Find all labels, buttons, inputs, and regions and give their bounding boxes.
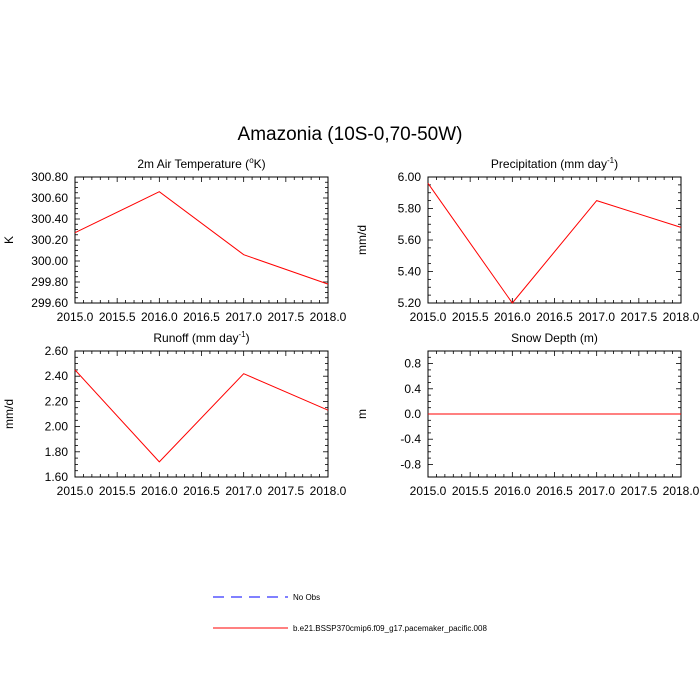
x-tick-label: 2017.0 — [225, 484, 262, 498]
y-tick-label: 300.40 — [31, 212, 68, 226]
y-tick-label: 1.60 — [45, 470, 69, 484]
panel-title: Precipitation (mm day-1) — [491, 156, 618, 171]
y-tick-label: 6.00 — [398, 170, 422, 184]
legend: No Obs b.e21.BSSP370cmip6.f09_g17.pacemak… — [213, 593, 487, 633]
panel-title: 2m Air Temperature (oK) — [137, 156, 265, 171]
y-tick-label: 2.60 — [45, 344, 69, 358]
series-line-precipitation — [427, 183, 682, 304]
panel-title: Snow Depth (m) — [511, 331, 598, 345]
x-tick-label: 2016.0 — [494, 484, 531, 498]
x-tick-label: 2016.5 — [536, 310, 573, 324]
plot-frame — [74, 176, 329, 304]
x-tick-label: 2017.0 — [578, 484, 615, 498]
x-tick-label: 2018.0 — [663, 310, 700, 324]
x-tick-label: 2017.5 — [267, 484, 304, 498]
y-tick-label: 0.0 — [404, 407, 421, 421]
x-tick-label: 2018.0 — [310, 310, 347, 324]
x-tick-label: 2015.5 — [99, 484, 136, 498]
x-tick-label: 2018.0 — [310, 484, 347, 498]
x-tick-label: 2015.0 — [410, 484, 447, 498]
y-axis-label: m — [355, 409, 369, 419]
y-tick-label: 300.00 — [31, 254, 68, 268]
y-tick-label: -0.4 — [400, 432, 421, 446]
y-tick-label: 300.80 — [31, 170, 68, 184]
series-line-runoff — [74, 369, 329, 463]
legend-label: No Obs — [293, 593, 320, 602]
x-tick-label: 2015.5 — [99, 310, 136, 324]
panel-title: Runoff (mm day-1) — [153, 330, 249, 345]
plot-frame — [427, 176, 682, 304]
x-tick-label: 2016.0 — [141, 484, 178, 498]
y-tick-label: 299.60 — [31, 296, 68, 310]
panel-precipitation: Precipitation (mm day-1) 2015.0 2015.5 2016… — [355, 156, 700, 324]
x-tick-label: 2017.5 — [267, 310, 304, 324]
x-tick-label: 2018.0 — [663, 484, 700, 498]
y-tick-label: 300.60 — [31, 191, 68, 205]
x-tick-label: 2016.5 — [183, 310, 220, 324]
y-tick-label: 2.20 — [45, 394, 69, 408]
y-tick-label: 1.80 — [45, 445, 69, 459]
y-tick-label: 300.20 — [31, 233, 68, 247]
x-tick-label: 2017.0 — [578, 310, 615, 324]
x-tick-label: 2016.0 — [141, 310, 178, 324]
x-tick-label: 2015.5 — [452, 310, 489, 324]
x-tick-label: 2016.5 — [536, 484, 573, 498]
panel-runoff: Runoff (mm day-1) 2015.0 2015.5 2016.0 2016.… — [2, 330, 347, 498]
y-tick-label: 2.00 — [45, 420, 69, 434]
panel-temperature: 2m Air Temperature (oK) 2015.0 2015.5 2016.… — [2, 156, 347, 324]
y-tick-label: 299.80 — [31, 275, 68, 289]
x-tick-label: 2015.0 — [410, 310, 447, 324]
x-tick-label: 2015.0 — [57, 310, 94, 324]
x-tick-label: 2016.5 — [183, 484, 220, 498]
plot-frame — [74, 350, 329, 478]
figure-title: Amazonia (10S-0,70-50W) — [238, 124, 463, 145]
y-tick-label: -0.8 — [400, 457, 421, 471]
series-line-temperature — [74, 191, 329, 285]
y-axis-label: mm/d — [355, 225, 369, 255]
x-tick-label: 2017.5 — [620, 310, 657, 324]
y-tick-label: 2.40 — [45, 369, 69, 383]
x-tick-label: 2015.5 — [452, 484, 489, 498]
y-tick-label: 5.80 — [398, 202, 422, 216]
x-tick-label: 2016.0 — [494, 310, 531, 324]
panel-snow-depth: Snow Depth (m) 2015.0 2015.5 2016.0 2016.5 20… — [355, 331, 700, 498]
y-tick-label: 5.20 — [398, 296, 422, 310]
y-axis-label: K — [2, 236, 16, 244]
x-tick-label: 2017.5 — [620, 484, 657, 498]
y-tick-label: 0.4 — [404, 382, 421, 396]
y-tick-label: 5.60 — [398, 233, 422, 247]
legend-label: b.e21.BSSP370cmip6.f09_g17.pacemaker_pac… — [293, 624, 487, 633]
y-tick-label: 5.40 — [398, 265, 422, 279]
y-tick-label: 0.8 — [404, 357, 421, 371]
x-tick-label: 2015.0 — [57, 484, 94, 498]
x-tick-label: 2017.0 — [225, 310, 262, 324]
y-axis-label: mm/d — [2, 399, 16, 429]
